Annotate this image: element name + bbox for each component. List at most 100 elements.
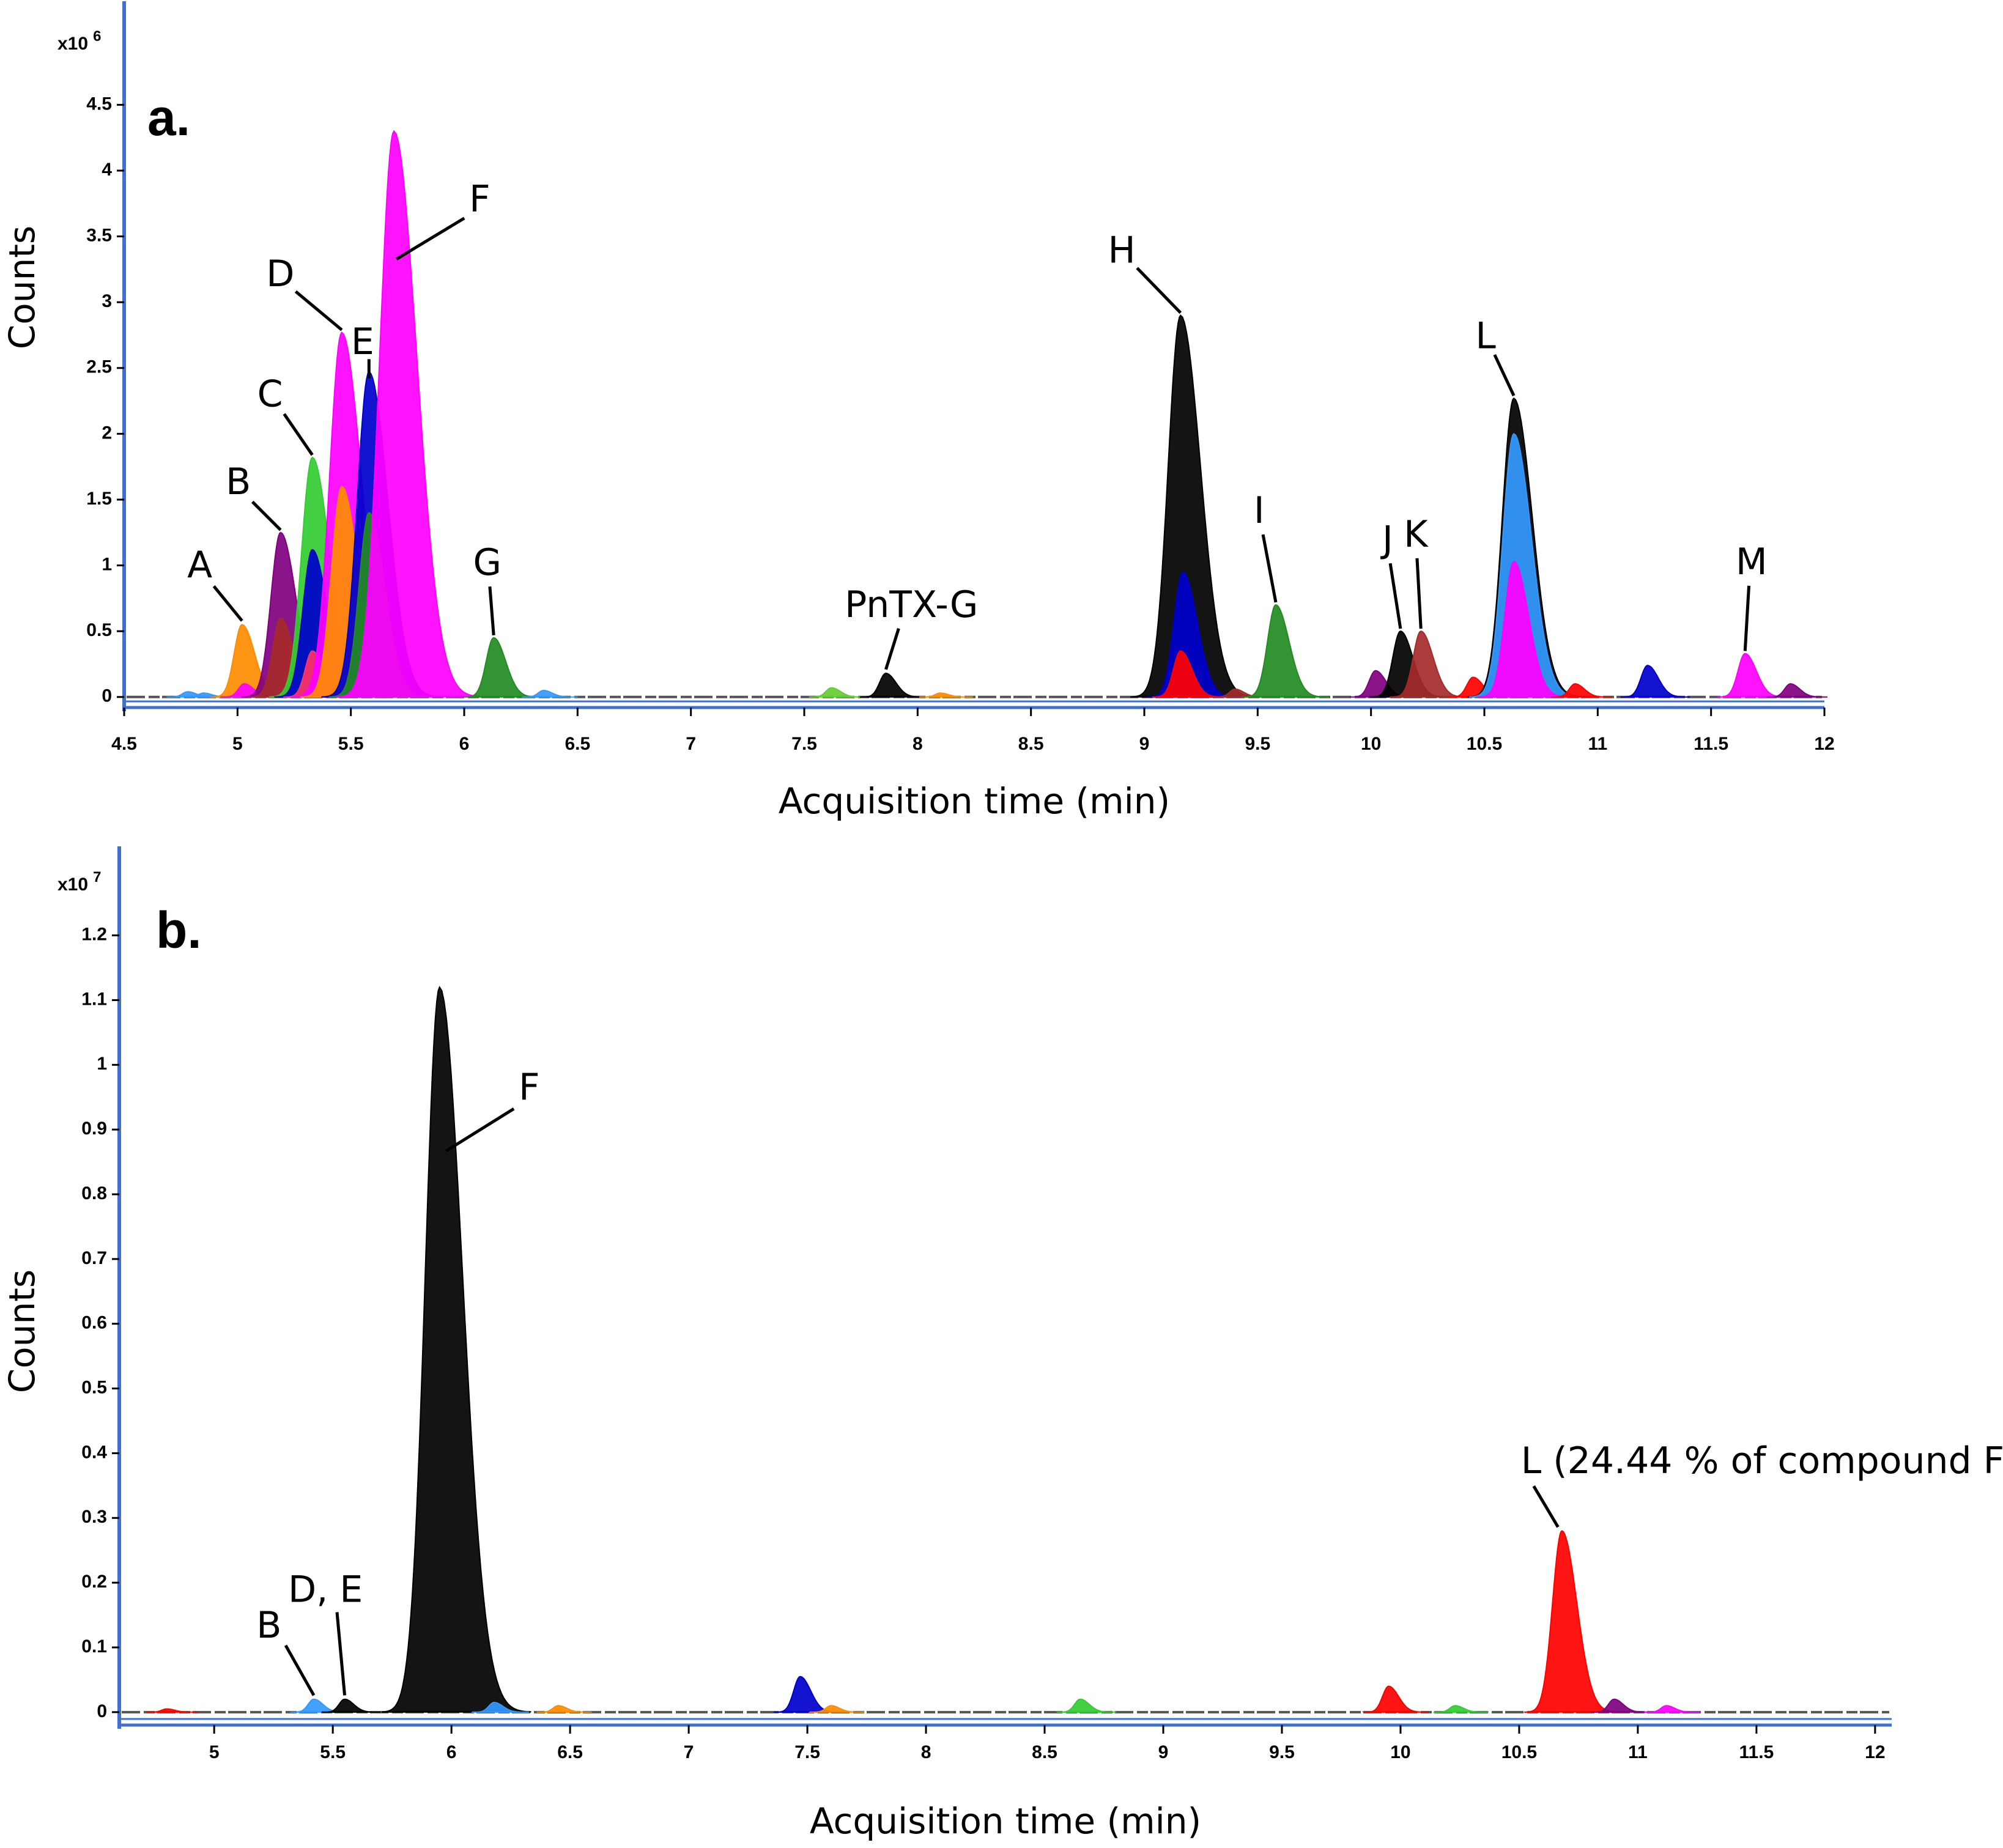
x-tick-label: 6 — [459, 734, 470, 754]
y-tick-label: 4.5 — [86, 94, 112, 114]
peak-label: L (24.44 % of compound F) — [1521, 1440, 2003, 1482]
chart-panel: BD, E F L (24.44 % of compound F) 5 5.5 6 6.5 7… — [1, 846, 2003, 1842]
y-tick-label: 1 — [102, 555, 112, 575]
leader-line — [1388, 563, 1402, 629]
leader-line — [1743, 585, 1751, 651]
y-tick-label: 0.2 — [81, 1572, 107, 1592]
peak — [1524, 1530, 1622, 1713]
leader-line — [395, 216, 465, 261]
peak-label: C — [257, 372, 283, 415]
peak-label: G — [473, 541, 502, 584]
y-tick-label: 3.5 — [86, 226, 112, 246]
y-tick-label: 2 — [102, 423, 112, 443]
peak — [1146, 571, 1240, 698]
leader-line — [1136, 267, 1182, 314]
chart-panel: AB C D E F G PnTX-G H I J K L M 4.5 5 5.5 6 6.5 7 7.5 8 8.5 9 9… — [1, 1, 1835, 822]
peak — [382, 986, 531, 1713]
peak — [1468, 433, 1585, 698]
peak — [1643, 1705, 1700, 1713]
peak — [808, 1705, 865, 1713]
leader-line — [294, 290, 343, 331]
y-axis-title: Counts — [1, 226, 43, 349]
peak-label: L — [1475, 315, 1496, 358]
leader-line — [1415, 558, 1423, 629]
y-tick-label: 0.7 — [81, 1248, 107, 1268]
y-multiplier-exponent: 7 — [93, 869, 101, 885]
x-tick-label: 11 — [1588, 734, 1607, 754]
x-tick-label: 8.5 — [1032, 1742, 1057, 1762]
leader-line — [488, 586, 495, 635]
peak — [1767, 683, 1828, 698]
peak — [919, 692, 973, 698]
leader-line — [1532, 1485, 1560, 1528]
leader-line — [1493, 354, 1516, 397]
x-tick-label: 5.5 — [320, 1742, 346, 1762]
peak — [1432, 1705, 1489, 1713]
y-tick-label: 1 — [97, 1054, 107, 1074]
x-tick-label: 6.5 — [557, 1742, 583, 1762]
x-tick-label: 10.5 — [1501, 1742, 1537, 1762]
y-multiplier-exponent: 6 — [93, 28, 101, 45]
x-tick-label: 6 — [446, 1742, 457, 1762]
peak — [807, 687, 867, 698]
peak-label: E — [351, 320, 374, 363]
leader-line — [884, 628, 900, 670]
x-tick-label: 10.5 — [1467, 734, 1502, 754]
peak-label: D — [266, 253, 294, 295]
leader-line — [335, 1612, 347, 1696]
x-tick-label: 7.5 — [794, 1742, 820, 1762]
x-tick-label: 9 — [1158, 1742, 1169, 1762]
y-tick-label: 0.1 — [81, 1636, 107, 1657]
x-axis-title: Acquisition time (min) — [810, 1800, 1201, 1842]
x-tick-label: 11 — [1628, 1742, 1648, 1762]
y-tick-label: 2.5 — [86, 357, 112, 377]
leader-line — [445, 1107, 515, 1153]
peak-label: F — [469, 178, 491, 221]
peak-label: K — [1404, 513, 1429, 556]
x-tick-label: 12 — [1865, 1742, 1885, 1762]
peak — [1152, 650, 1226, 698]
peak — [1361, 1685, 1429, 1713]
peak — [471, 1702, 529, 1713]
y-tick-label: 0.5 — [86, 620, 112, 640]
peak — [1551, 683, 1612, 698]
peak — [336, 130, 485, 698]
x-tick-label: 9 — [1139, 734, 1150, 754]
peak — [146, 1708, 199, 1713]
peak — [1242, 604, 1329, 698]
peak-label: B — [226, 460, 251, 503]
peak — [1716, 652, 1790, 698]
x-tick-label: 7 — [686, 734, 696, 754]
x-tick-label: 5.5 — [338, 734, 364, 754]
peak-label: H — [1108, 229, 1135, 272]
y-tick-label: 1.2 — [81, 925, 107, 945]
peak — [1130, 314, 1261, 698]
peak-label: M — [1736, 541, 1768, 583]
panel-label: b. — [156, 901, 202, 959]
x-axis-title: Acquisition time (min) — [779, 780, 1170, 822]
x-tick-label: 6.5 — [565, 734, 590, 754]
x-tick-label: 8 — [913, 734, 923, 754]
peak — [1476, 560, 1572, 698]
y-tick-label: 0 — [97, 1701, 107, 1721]
x-tick-label: 9.5 — [1245, 734, 1270, 754]
y-multiplier-base: x10 — [57, 34, 88, 54]
y-tick-label: 3 — [102, 291, 112, 311]
x-tick-label: 4.5 — [111, 734, 137, 754]
peak — [461, 637, 542, 698]
y-tick-label: 4 — [102, 160, 112, 180]
x-tick-label: 7.5 — [791, 734, 817, 754]
y-tick-label: 0.4 — [81, 1442, 107, 1462]
peak-label: D, E — [288, 1568, 363, 1611]
y-tick-label: 0.3 — [81, 1507, 107, 1527]
leader-line — [1261, 534, 1278, 603]
y-tick-label: 0 — [102, 686, 112, 706]
y-axis-title: Counts — [1, 1270, 43, 1393]
y-multiplier-base: x10 — [57, 874, 88, 895]
y-tick-label: 1.1 — [81, 989, 107, 1009]
leader-line — [251, 500, 282, 531]
y-tick-label: 0.6 — [81, 1313, 107, 1333]
peak — [1620, 665, 1690, 698]
peak-label: I — [1254, 489, 1265, 532]
